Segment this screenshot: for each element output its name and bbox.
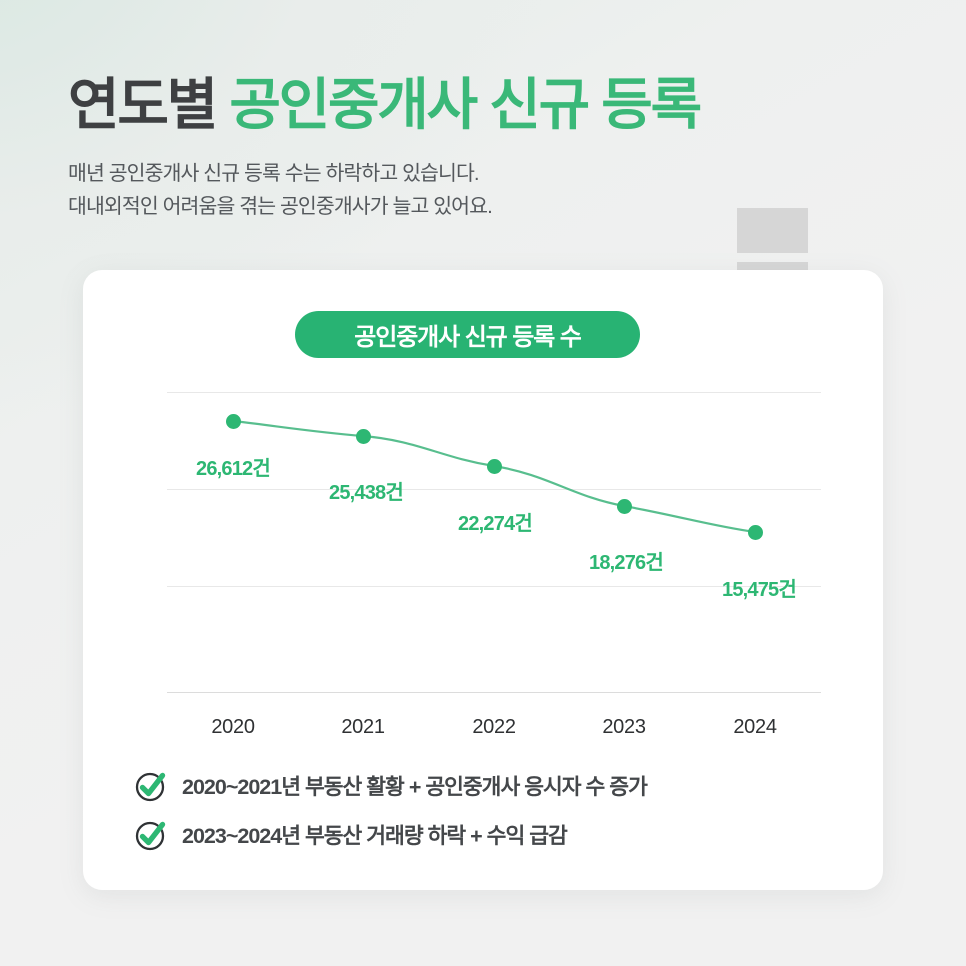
data-point-2023 <box>616 498 632 514</box>
check-circle-icon <box>135 819 167 851</box>
page-subtitle: 매년 공인중개사 신규 등록 수는 하락하고 있습니다. 대내외적인 어려움을 … <box>68 157 898 223</box>
line-series-path <box>231 419 757 534</box>
data-label-2022: 22,274건 <box>458 513 533 535</box>
chart-title-badge: 공인중개사 신규 등록 수 <box>295 311 640 358</box>
x-axis-label-2024: 2024 <box>733 716 777 738</box>
x-axis-label-2020: 2020 <box>211 716 255 738</box>
x-axis-line <box>167 692 821 693</box>
list-item: 2020~2021년 부동산 활황 + 공인중개사 응시자 수 증가 <box>135 765 845 806</box>
gridline-middle <box>167 489 821 490</box>
page-header: 연도별 공인중개사 신규 등록 매년 공인중개사 신규 등록 수는 하락하고 있… <box>68 73 898 223</box>
chart-plot-area: 26,612건 25,438건 22,274건 18,276건 15,475건 … <box>167 380 821 738</box>
page-title: 연도별 공인중개사 신규 등록 <box>68 73 898 137</box>
page-title-prefix: 연도별 <box>68 73 218 136</box>
data-label-2020: 26,612건 <box>196 458 271 480</box>
list-item: 2023~2024년 부동산 거래량 하락 + 수익 급감 <box>135 814 845 855</box>
gridline-top <box>167 392 821 393</box>
data-point-2022 <box>486 458 502 474</box>
page-subtitle-line-1: 매년 공인중개사 신규 등록 수는 하락하고 있습니다. <box>68 161 480 185</box>
gridline-bottom <box>167 586 821 587</box>
data-label-2021: 25,438건 <box>329 482 404 504</box>
check-circle-icon <box>135 770 167 802</box>
data-point-2024 <box>747 524 763 540</box>
list-item-label: 2020~2021년 부동산 활황 + 공인중개사 응시자 수 증가 <box>182 775 648 799</box>
x-axis-label-2023: 2023 <box>602 716 646 738</box>
chart-card: 공인중개사 신규 등록 수 26,612건 25,438건 22,274건 18… <box>83 270 883 890</box>
data-point-2020 <box>225 413 241 429</box>
data-label-2024: 15,475건 <box>722 579 797 601</box>
x-axis-label-2021: 2021 <box>341 716 385 738</box>
insight-list: 2020~2021년 부동산 활황 + 공인중개사 응시자 수 증가 2023~… <box>135 765 845 863</box>
data-label-2023: 18,276건 <box>589 552 664 574</box>
x-axis-label-2022: 2022 <box>472 716 516 738</box>
list-item-label: 2023~2024년 부동산 거래량 하락 + 수익 급감 <box>182 824 568 848</box>
page-subtitle-line-2: 대내외적인 어려움을 겪는 공인중개사가 늘고 있어요. <box>68 194 493 218</box>
data-point-2021 <box>355 428 371 444</box>
page-title-highlight: 공인중개사 신규 등록 <box>229 73 702 136</box>
